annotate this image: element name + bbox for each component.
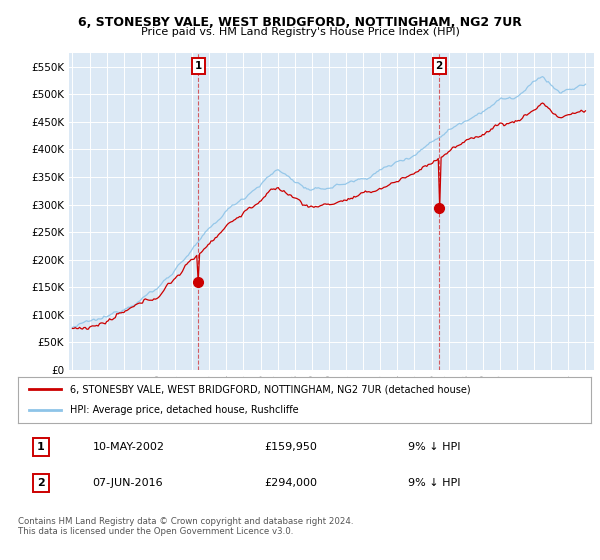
Text: 07-JUN-2016: 07-JUN-2016 — [92, 478, 163, 488]
Text: 2: 2 — [436, 61, 443, 71]
Text: 6, STONESBY VALE, WEST BRIDGFORD, NOTTINGHAM, NG2 7UR (detached house): 6, STONESBY VALE, WEST BRIDGFORD, NOTTIN… — [70, 384, 470, 394]
Text: £294,000: £294,000 — [265, 478, 317, 488]
Text: 9% ↓ HPI: 9% ↓ HPI — [407, 478, 460, 488]
Text: Price paid vs. HM Land Registry's House Price Index (HPI): Price paid vs. HM Land Registry's House … — [140, 27, 460, 37]
Text: 1: 1 — [195, 61, 202, 71]
Text: 10-MAY-2002: 10-MAY-2002 — [92, 442, 164, 452]
Text: 2: 2 — [37, 478, 45, 488]
Text: HPI: Average price, detached house, Rushcliffe: HPI: Average price, detached house, Rush… — [70, 405, 298, 416]
Text: £159,950: £159,950 — [265, 442, 317, 452]
Text: 9% ↓ HPI: 9% ↓ HPI — [407, 442, 460, 452]
Text: Contains HM Land Registry data © Crown copyright and database right 2024.
This d: Contains HM Land Registry data © Crown c… — [18, 517, 353, 536]
Text: 6, STONESBY VALE, WEST BRIDGFORD, NOTTINGHAM, NG2 7UR: 6, STONESBY VALE, WEST BRIDGFORD, NOTTIN… — [78, 16, 522, 29]
Text: 1: 1 — [37, 442, 45, 452]
